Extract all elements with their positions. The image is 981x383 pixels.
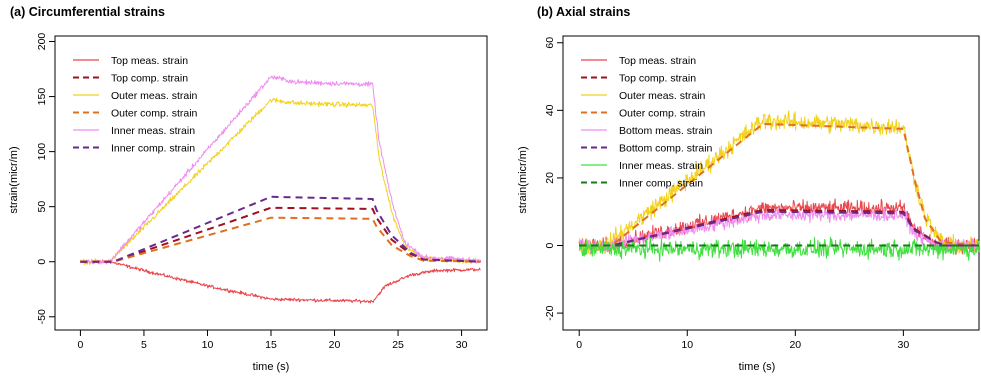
chart-a-y-tick-label: 0 xyxy=(36,259,48,265)
chart-a-y-tick-label: -50 xyxy=(36,309,48,324)
chart-a-legend-label: Top meas. strain xyxy=(111,55,188,67)
chart-a-title: (a) Circumferential strains xyxy=(10,5,165,19)
chart-b-y-tick-label: 40 xyxy=(544,104,556,116)
chart-b-y-tick-label: 60 xyxy=(544,37,556,49)
chart-a-x-tick-label: 0 xyxy=(77,339,83,351)
chart-b-legend-label: Outer meas. strain xyxy=(619,90,706,102)
chart-b-y-tick-label: -20 xyxy=(544,305,556,320)
chart-b-legend-label: Top comp. strain xyxy=(619,73,696,85)
chart-a-x-tick-label: 20 xyxy=(329,339,341,351)
chart-a-legend-label: Top comp. strain xyxy=(111,73,188,85)
chart-a-x-tick-label: 10 xyxy=(202,339,214,351)
chart-a-xlabel: time (s) xyxy=(253,361,290,373)
chart-a-x-tick-label: 15 xyxy=(265,339,277,351)
chart-b-series-line xyxy=(578,236,980,262)
chart-a-y-tick-label: 50 xyxy=(36,201,48,213)
chart-a-x-tick-label: 30 xyxy=(456,339,468,351)
chart-a-y-tick-label: 100 xyxy=(36,143,48,161)
chart-b-title: (b) Axial strains xyxy=(537,5,630,19)
chart-b-series-line xyxy=(579,210,979,247)
chart-a-series-line xyxy=(80,97,481,266)
chart-b-xlabel: time (s) xyxy=(739,361,776,373)
chart-b-x-tick-label: 30 xyxy=(898,339,910,351)
chart-b-series-line xyxy=(579,122,980,247)
chart-b-ylabel: strain(micr/m) xyxy=(517,146,529,213)
chart-a-series-line xyxy=(80,216,481,263)
chart-b-series-line xyxy=(578,110,980,256)
chart-b-x-tick-label: 20 xyxy=(789,339,801,351)
chart-a-series-line xyxy=(80,206,481,263)
chart-a-series-line xyxy=(80,195,481,263)
chart-a-legend-label: Inner meas. strain xyxy=(111,125,195,137)
chart-b-series-line xyxy=(579,207,980,254)
chart-b-y-tick-label: 0 xyxy=(544,242,556,248)
chart-b-legend-label: Bottom comp. strain xyxy=(619,143,713,155)
chart-a-x-tick-label: 25 xyxy=(392,339,404,351)
chart-a-series-line xyxy=(79,259,481,304)
chart-b: 0 10 20 30 -20 0 20 40 60 Top meas. strain Top com… xyxy=(544,35,980,351)
chart-a-legend-label: Outer comp. strain xyxy=(111,108,198,120)
chart-a-y-tick-label: 150 xyxy=(36,88,48,106)
chart-b-legend-label: Outer comp. strain xyxy=(619,108,706,120)
chart-a-y-tick-label: 200 xyxy=(36,33,48,51)
chart-a-legend-label: Inner comp. strain xyxy=(111,143,195,155)
chart-a: 0 5 10 15 20 25 30 -50 0 50 100 150 200 Top meas. str… xyxy=(36,33,488,351)
chart-b-y-tick-label: 20 xyxy=(544,172,556,184)
chart-b-legend-label: Inner comp. strain xyxy=(619,178,703,190)
chart-a-ylabel: strain(micr/m) xyxy=(8,146,20,213)
chart-a-legend-label: Outer meas. strain xyxy=(111,90,198,102)
chart-b-legend-label: Bottom meas. strain xyxy=(619,125,713,137)
chart-a-x-tick-label: 5 xyxy=(141,339,147,351)
chart-b-legend-label: Inner meas. strain xyxy=(619,160,703,172)
chart-b-legend-label: Top meas. strain xyxy=(619,55,696,67)
chart-a-series-line xyxy=(79,75,482,265)
chart-b-x-tick-label: 10 xyxy=(681,339,693,351)
chart-b-x-tick-label: 0 xyxy=(576,339,582,351)
